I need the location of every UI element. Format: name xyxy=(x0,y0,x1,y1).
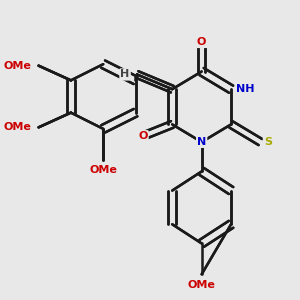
Text: H: H xyxy=(120,70,130,80)
Text: O: O xyxy=(138,131,148,141)
Text: OMe: OMe xyxy=(3,122,31,132)
Text: S: S xyxy=(264,137,272,147)
Text: O: O xyxy=(197,37,206,47)
Text: OMe: OMe xyxy=(89,165,117,175)
Text: OMe: OMe xyxy=(89,165,117,175)
Text: NH: NH xyxy=(236,84,255,94)
Text: OMe: OMe xyxy=(188,280,216,290)
Text: O: O xyxy=(138,131,148,141)
Text: N: N xyxy=(197,137,206,147)
Text: OMe: OMe xyxy=(3,61,31,71)
Text: O: O xyxy=(197,37,206,47)
Text: S: S xyxy=(264,137,272,147)
Text: OMe: OMe xyxy=(3,61,31,71)
Text: NH: NH xyxy=(236,84,255,94)
Text: H: H xyxy=(120,70,130,80)
Text: OMe: OMe xyxy=(3,122,31,132)
Text: OMe: OMe xyxy=(188,280,216,290)
Text: N: N xyxy=(197,137,206,147)
